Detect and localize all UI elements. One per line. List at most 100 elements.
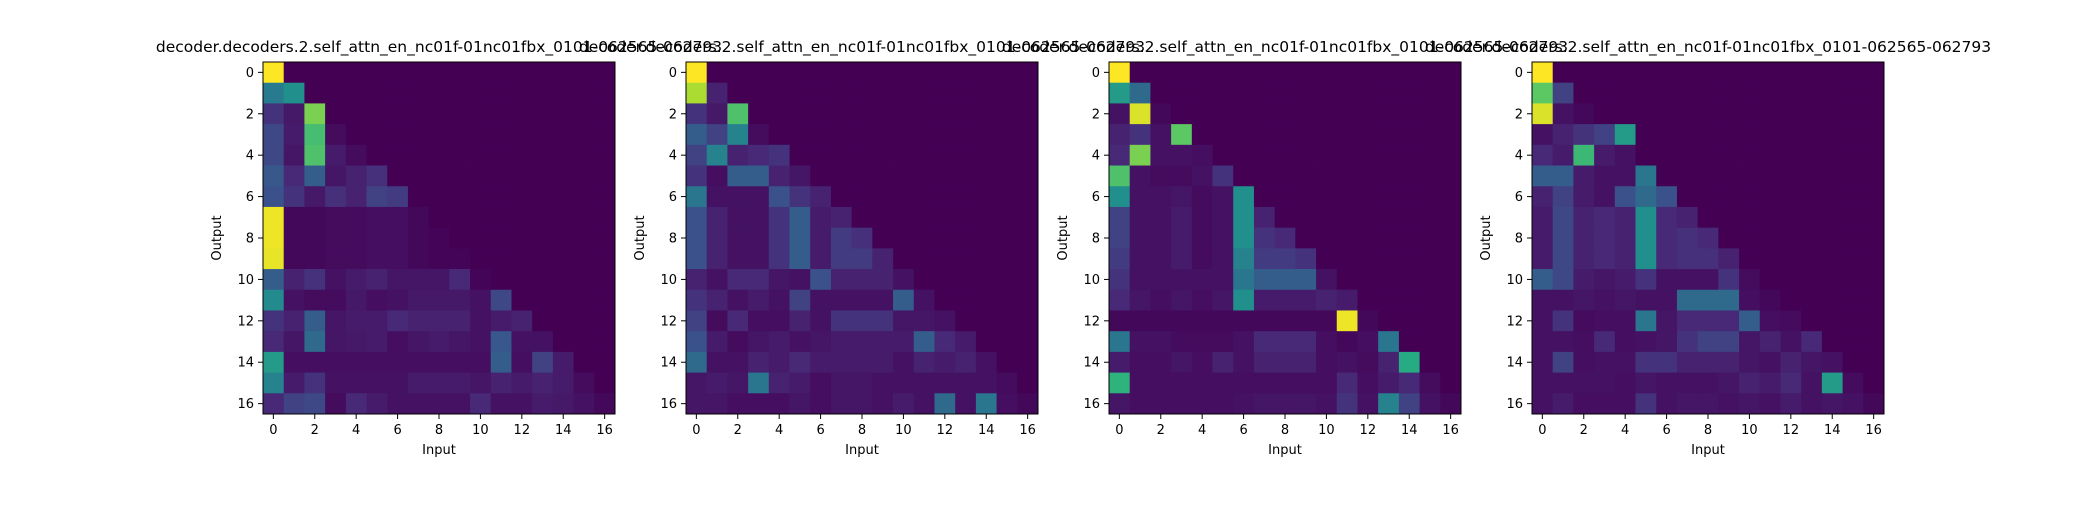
heatmap-cell [996,227,1018,249]
heatmap-cell [934,206,956,229]
heatmap-cell [1739,310,1761,332]
heatmap-cell [1378,269,1400,291]
heatmap-cell [1109,103,1131,125]
heatmap-cell [1656,289,1678,311]
heatmap-cell [1017,269,1039,291]
heatmap-cell [1253,206,1276,229]
heatmap-cell [1739,351,1761,373]
heatmap-cell [1759,144,1781,166]
heatmap-cell [1739,165,1761,187]
heatmap-cell [490,124,512,146]
heatmap-cell [1635,124,1657,146]
heatmap-cell [955,351,977,373]
heatmap-cell [532,310,554,332]
heatmap-cell [955,310,977,332]
heatmap-cell [1253,227,1276,249]
heatmap-cell [449,351,471,373]
heatmap-cell [1398,310,1420,332]
heatmap-cell [1676,62,1699,84]
heatmap-cell [748,310,770,332]
heatmap-cell [1801,372,1823,394]
heatmap-cell [407,269,430,291]
heatmap-cell [1842,124,1864,146]
heatmap-cell [407,206,430,229]
heatmap-cell [490,248,512,270]
heatmap-cell [1801,144,1823,166]
heatmap-cell [1532,124,1554,146]
heatmap-cell [366,289,388,311]
heatmap-cell [768,269,790,291]
y-tick-label: 4 [669,149,677,164]
heatmap-cell [789,331,811,353]
heatmap-cell [810,269,832,291]
heatmap-cell [1532,227,1554,249]
heatmap-cell [1233,206,1255,229]
heatmap-cell [727,248,749,270]
heatmap-cell [727,82,749,104]
heatmap-cell [727,269,749,291]
heatmap-cell [428,269,450,291]
heatmap-cell [1150,269,1172,291]
heatmap-cell [511,269,533,291]
heatmap-cell [1357,124,1379,146]
heatmap-cell [1697,310,1719,332]
heatmap-cell [552,227,574,249]
heatmap-cell [283,248,305,270]
heatmap-cell [810,144,832,166]
heatmap-cell [1357,393,1379,415]
heatmap-cell [387,372,409,394]
heatmap-cell [1821,144,1843,166]
heatmap-cell [490,227,512,249]
heatmap-cell [263,372,285,394]
heatmap-cell [283,103,305,125]
heatmap-cell [1378,310,1400,332]
heatmap-cell [1357,62,1379,84]
heatmap-cell [1109,372,1131,394]
heatmap-cell [470,124,492,146]
heatmap-cell [893,124,915,146]
heatmap-cell [706,351,728,373]
heatmap-cell [955,103,977,125]
heatmap-cell [1573,289,1595,311]
heatmap-cell [1739,393,1761,415]
heatmap-cell [686,372,708,394]
heatmap-cell [872,206,894,229]
heatmap-cell [768,82,790,104]
heatmap-cell [263,206,285,229]
heatmap-cell [1419,144,1441,166]
heatmap-cell [1863,310,1885,332]
heatmap-cell [1532,269,1554,291]
heatmap-cell [1739,186,1761,208]
heatmap-cell [1739,124,1761,146]
heatmap-cell [1863,165,1885,187]
heatmap-cell [1419,248,1441,270]
heatmap-cell [768,351,790,373]
heatmap-cell [1697,103,1719,125]
heatmap-cell [387,269,409,291]
heatmap-cell [1863,372,1885,394]
heatmap-cell [1440,248,1462,270]
heatmap-cell [594,124,616,146]
heatmap-cell [1821,165,1843,187]
heatmap-cell [1718,206,1740,229]
heatmap-cell [1614,62,1636,84]
heatmap-cell [686,206,708,229]
heatmap-cell [1594,310,1616,332]
heatmap-cell [893,227,915,249]
y-tick-label: 10 [237,273,254,288]
heatmap-cell [407,372,430,394]
heatmap-cell [407,393,430,415]
heatmap-cell [594,372,616,394]
heatmap-cell [996,393,1018,415]
heatmap-cell [1150,206,1172,229]
heatmap-cell [366,393,388,415]
heatmap-cell [1718,269,1740,291]
heatmap-cell [573,269,595,291]
heatmap-cell [1594,186,1616,208]
heatmap-cell [470,331,492,353]
heatmap-cell [532,331,554,353]
heatmap-cell [810,372,832,394]
heatmap-cell [1863,103,1885,125]
x-tick-label: 10 [1741,423,1758,438]
heatmap-cell [1739,331,1761,353]
